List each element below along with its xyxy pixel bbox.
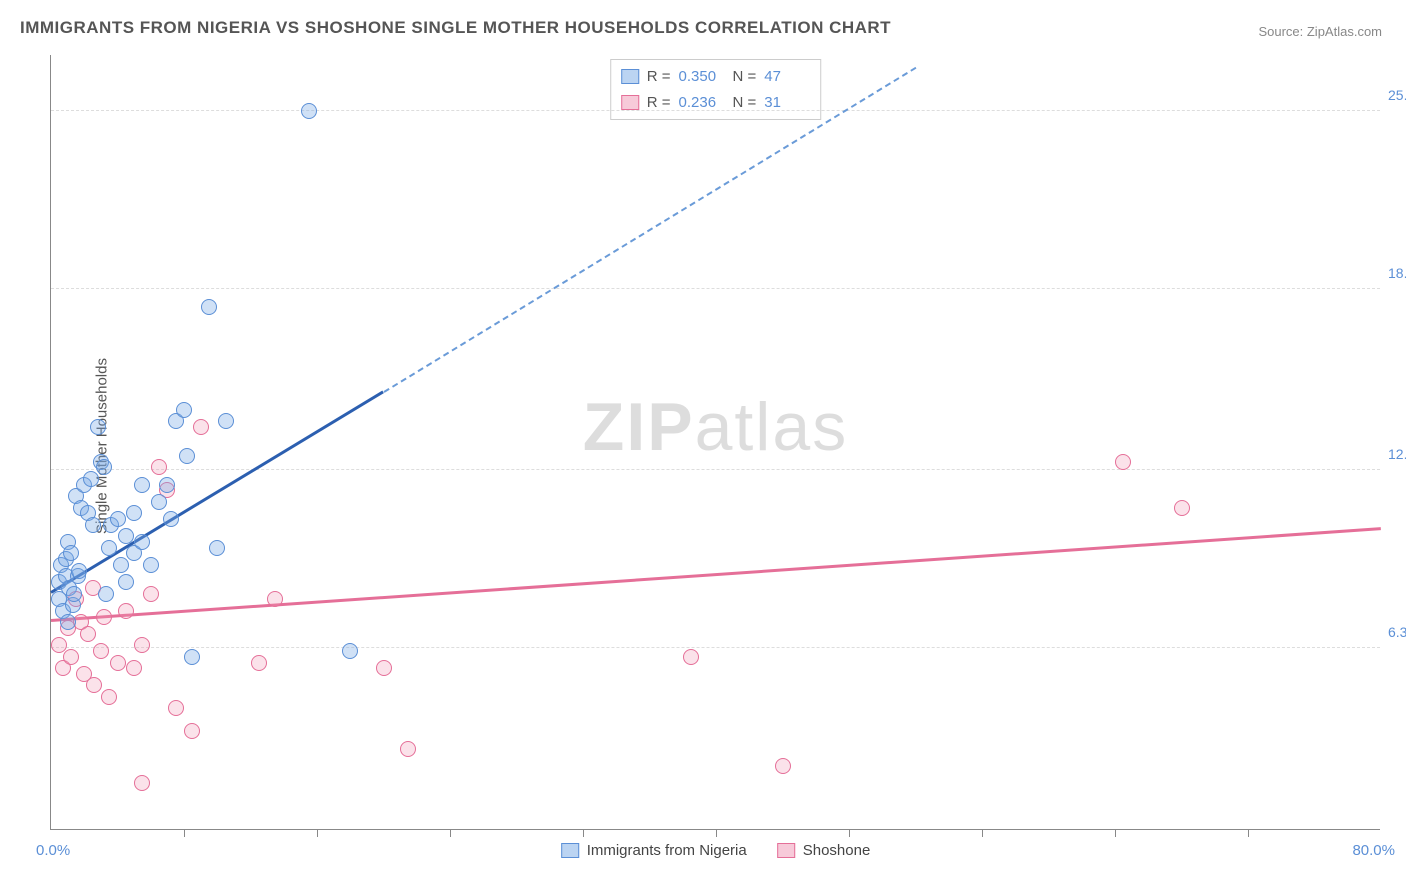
- y-tick-label: 18.8%: [1388, 265, 1406, 281]
- scatter-point-pink: [101, 689, 117, 705]
- scatter-point-blue: [184, 649, 200, 665]
- scatter-point-pink: [1115, 454, 1131, 470]
- scatter-point-blue: [179, 448, 195, 464]
- swatch-pink-icon: [621, 95, 639, 110]
- scatter-point-pink: [1174, 500, 1190, 516]
- watermark: ZIPatlas: [583, 388, 848, 466]
- swatch-pink-icon: [777, 843, 795, 858]
- scatter-point-blue: [159, 477, 175, 493]
- gridline: [51, 110, 1380, 111]
- legend-label-blue: Immigrants from Nigeria: [587, 842, 747, 859]
- y-tick-label: 25.0%: [1388, 87, 1406, 103]
- scatter-point-blue: [71, 563, 87, 579]
- scatter-point-pink: [96, 609, 112, 625]
- watermark-bold: ZIP: [583, 389, 695, 465]
- scatter-point-pink: [126, 660, 142, 676]
- scatter-point-blue: [163, 511, 179, 527]
- scatter-point-pink: [376, 660, 392, 676]
- scatter-point-pink: [143, 586, 159, 602]
- scatter-point-blue: [85, 517, 101, 533]
- scatter-point-blue: [63, 545, 79, 561]
- scatter-point-pink: [267, 591, 283, 607]
- scatter-point-blue: [134, 477, 150, 493]
- scatter-point-blue: [118, 574, 134, 590]
- r-label: R =: [647, 64, 671, 90]
- legend-series: Immigrants from Nigeria Shoshone: [561, 842, 871, 859]
- scatter-point-blue: [118, 528, 134, 544]
- scatter-point-pink: [80, 626, 96, 642]
- x-tick: [982, 829, 983, 837]
- scatter-point-pink: [134, 637, 150, 653]
- chart-title: IMMIGRANTS FROM NIGERIA VS SHOSHONE SING…: [20, 18, 891, 38]
- legend-item-blue: Immigrants from Nigeria: [561, 842, 747, 859]
- scatter-point-blue: [134, 534, 150, 550]
- scatter-point-blue: [66, 586, 82, 602]
- scatter-point-pink: [86, 677, 102, 693]
- scatter-point-pink: [775, 758, 791, 774]
- scatter-point-pink: [110, 655, 126, 671]
- legend-label-pink: Shoshone: [803, 842, 871, 859]
- x-tick: [450, 829, 451, 837]
- x-axis-min-label: 0.0%: [36, 842, 70, 859]
- x-tick: [317, 829, 318, 837]
- n-label: N =: [733, 64, 757, 90]
- scatter-point-pink: [93, 643, 109, 659]
- scatter-point-blue: [101, 540, 117, 556]
- scatter-point-blue: [301, 103, 317, 119]
- scatter-point-pink: [400, 741, 416, 757]
- scatter-point-blue: [342, 643, 358, 659]
- scatter-point-pink: [63, 649, 79, 665]
- scatter-point-pink: [168, 700, 184, 716]
- gridline: [51, 647, 1380, 648]
- x-tick: [716, 829, 717, 837]
- scatter-point-blue: [110, 511, 126, 527]
- scatter-point-blue: [113, 557, 129, 573]
- scatter-point-blue: [143, 557, 159, 573]
- scatter-point-pink: [193, 419, 209, 435]
- r-value-blue: 0.350: [679, 64, 725, 90]
- legend-item-pink: Shoshone: [777, 842, 871, 859]
- scatter-point-blue: [201, 299, 217, 315]
- x-tick: [184, 829, 185, 837]
- scatter-point-pink: [151, 459, 167, 475]
- x-tick: [583, 829, 584, 837]
- scatter-point-blue: [176, 402, 192, 418]
- scatter-point-blue: [83, 471, 99, 487]
- legend-stats-row-blue: R = 0.350 N = 47: [621, 64, 811, 90]
- y-tick-label: 12.5%: [1388, 446, 1406, 462]
- scatter-point-blue: [90, 419, 106, 435]
- scatter-point-pink: [118, 603, 134, 619]
- n-value-blue: 47: [764, 64, 810, 90]
- scatter-point-pink: [184, 723, 200, 739]
- y-tick-label: 6.3%: [1388, 624, 1406, 640]
- scatter-point-pink: [683, 649, 699, 665]
- scatter-point-blue: [126, 505, 142, 521]
- x-tick: [849, 829, 850, 837]
- swatch-blue-icon: [561, 843, 579, 858]
- scatter-point-pink: [134, 775, 150, 791]
- x-tick: [1115, 829, 1116, 837]
- x-axis-max-label: 80.0%: [1352, 842, 1395, 859]
- scatter-point-blue: [218, 413, 234, 429]
- scatter-point-blue: [96, 459, 112, 475]
- scatter-point-blue: [98, 586, 114, 602]
- scatter-point-blue: [60, 614, 76, 630]
- trendline-pink: [51, 527, 1381, 622]
- watermark-light: atlas: [695, 389, 849, 465]
- gridline: [51, 288, 1380, 289]
- source-credit: Source: ZipAtlas.com: [1258, 24, 1382, 39]
- scatter-point-blue: [209, 540, 225, 556]
- x-tick: [1248, 829, 1249, 837]
- swatch-blue-icon: [621, 69, 639, 84]
- scatter-point-pink: [251, 655, 267, 671]
- plot-area: ZIPatlas R = 0.350 N = 47 R = 0.236 N = …: [50, 55, 1380, 830]
- scatter-point-blue: [151, 494, 167, 510]
